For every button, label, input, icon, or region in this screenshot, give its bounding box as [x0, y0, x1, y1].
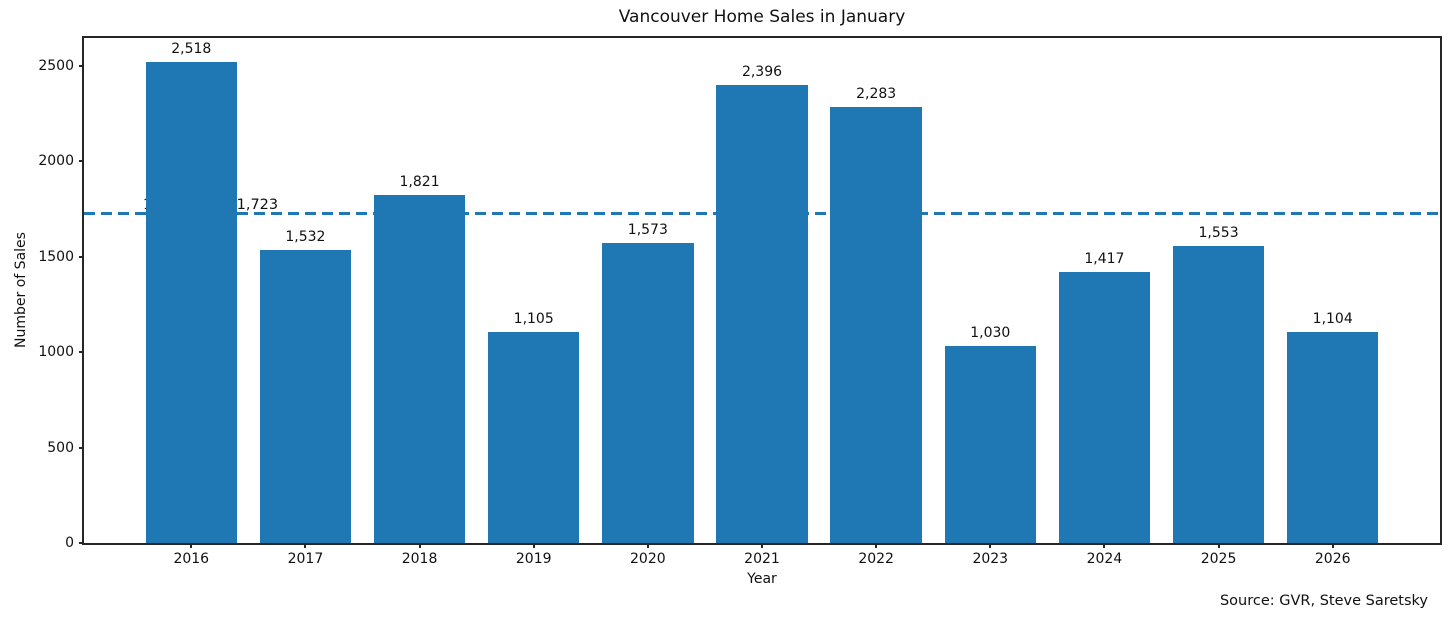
bar-value-label: 2,518 — [171, 41, 212, 58]
bar-value-label: 1,030 — [970, 325, 1011, 342]
x-tick-label: 2016 — [173, 551, 210, 567]
x-tick-mark — [190, 543, 193, 548]
bar-value-label: 1,417 — [1084, 251, 1125, 268]
y-tick-mark — [79, 64, 84, 67]
bar-2020 — [602, 242, 694, 543]
x-tick-mark — [532, 543, 535, 548]
x-tick-mark — [761, 543, 763, 548]
x-tick-mark — [989, 543, 992, 548]
x-tick-label: 2023 — [972, 551, 1009, 567]
bar-2026 — [1287, 332, 1379, 543]
bar-value-label: 1,532 — [285, 229, 326, 246]
bar-value-label: 2,283 — [856, 85, 897, 102]
y-axis-label: Number of Sales — [13, 232, 29, 348]
bar-2019 — [488, 331, 580, 543]
x-axis-label: Year — [747, 571, 777, 587]
x-tick-label: 2020 — [630, 551, 666, 567]
y-tick-mark — [79, 160, 84, 162]
x-tick-label: 2024 — [1086, 551, 1123, 567]
x-tick-mark — [1217, 543, 1220, 548]
bar-2021 — [716, 85, 808, 543]
x-tick-label: 2021 — [744, 551, 780, 567]
plot-area: 10-Year Avg: 1,723 2,51820161,53220171,8… — [38, 36, 1442, 567]
y-tick-label: 2500 — [38, 57, 74, 74]
bar-2023 — [944, 346, 1036, 543]
x-tick-label: 2026 — [1314, 551, 1351, 567]
bar-2016 — [145, 62, 237, 543]
bar-2025 — [1172, 246, 1265, 543]
x-tick-label: 2018 — [401, 551, 438, 567]
x-tick-mark — [418, 543, 421, 548]
bar-2018 — [373, 195, 466, 543]
bar-2022 — [830, 106, 922, 543]
bar-value-label: 1,821 — [399, 174, 440, 191]
chart-title: Vancouver Home Sales in January — [618, 7, 906, 27]
bar-2024 — [1058, 272, 1151, 543]
y-tick-label: 0 — [65, 535, 74, 551]
bar-2017 — [259, 250, 352, 543]
y-tick-mark — [79, 351, 84, 353]
y-tick-mark — [79, 542, 84, 544]
x-tick-label: 2019 — [515, 551, 552, 567]
bar-value-label: 1,573 — [627, 221, 668, 238]
y-tick-label: 1500 — [38, 248, 74, 265]
y-tick-label: 2000 — [38, 153, 74, 169]
x-tick-mark — [646, 543, 649, 548]
x-tick-mark — [1103, 543, 1106, 548]
bar-value-label: 1,553 — [1198, 225, 1239, 242]
y-tick-mark — [79, 446, 84, 449]
x-tick-label: 2017 — [287, 551, 324, 567]
x-tick-mark — [875, 543, 878, 548]
x-tick-label: 2022 — [858, 551, 894, 567]
x-tick-mark — [1331, 543, 1334, 548]
y-tick-label: 500 — [47, 439, 74, 456]
x-tick-mark — [304, 543, 307, 548]
y-tick-label: 1000 — [38, 344, 74, 360]
x-tick-label: 2025 — [1200, 551, 1237, 567]
bar-value-label: 2,396 — [741, 64, 783, 81]
source-note: Source: GVR, Steve Saretsky — [1219, 593, 1428, 609]
y-tick-mark — [79, 255, 84, 258]
bar-value-label: 1,104 — [1312, 311, 1353, 328]
bar-value-label: 1,105 — [513, 310, 554, 327]
